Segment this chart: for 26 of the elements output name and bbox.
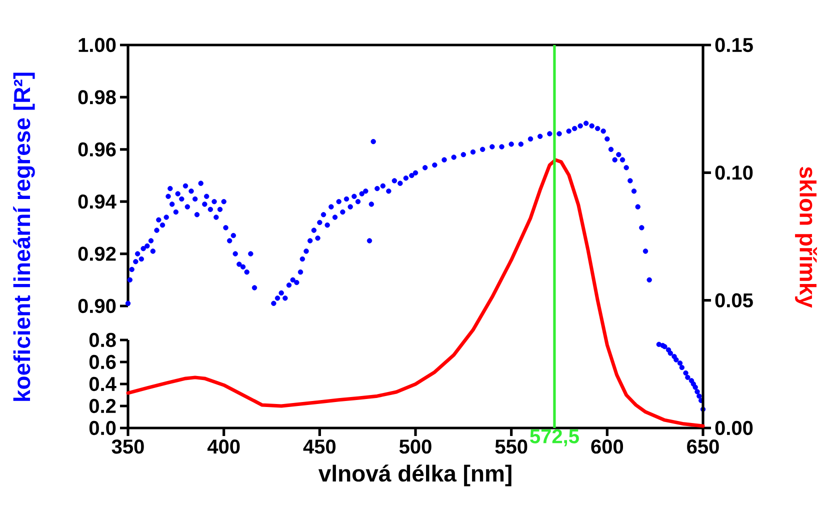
x-tick-label: 550 bbox=[495, 440, 528, 454]
y-tick-label: 0.90 bbox=[78, 298, 116, 314]
x-axis-title: vlnová délka [nm] bbox=[318, 464, 512, 486]
y-tick-label: 1.00 bbox=[78, 38, 116, 52]
y2-tick-label: 0.10 bbox=[715, 166, 753, 180]
y-tick-label: 0.94 bbox=[78, 194, 116, 209]
y2-tick-label: 0.00 bbox=[715, 420, 753, 436]
y2-tick-label: 0.05 bbox=[715, 293, 753, 308]
y-tick-label: 0.96 bbox=[78, 142, 116, 156]
y2-axis-title: sklon přímky bbox=[795, 166, 817, 308]
y-tick-label: 0.4 bbox=[89, 376, 116, 392]
x-tick-label: 650 bbox=[687, 440, 719, 454]
x-tick-label: 450 bbox=[303, 440, 336, 454]
x-tick-label: 350 bbox=[112, 440, 144, 454]
y-tick-label: 0.6 bbox=[89, 354, 116, 370]
y-axis-title: koeficient lineární regrese [R²] bbox=[13, 72, 35, 401]
x-tick-label: 400 bbox=[207, 440, 240, 454]
y-tick-label: 0.0 bbox=[89, 420, 116, 436]
y-tick-label: 0.2 bbox=[89, 398, 116, 414]
y-tick-label: 0.98 bbox=[78, 90, 116, 104]
y-tick-label: 0.8 bbox=[89, 332, 116, 348]
y-tick-label: 0.92 bbox=[78, 246, 116, 261]
y2-tick-label: 0.15 bbox=[715, 38, 753, 52]
ref-line-label: 572,5 bbox=[530, 429, 579, 446]
x-tick-label: 500 bbox=[399, 440, 432, 454]
x-tick-label: 600 bbox=[591, 440, 624, 454]
